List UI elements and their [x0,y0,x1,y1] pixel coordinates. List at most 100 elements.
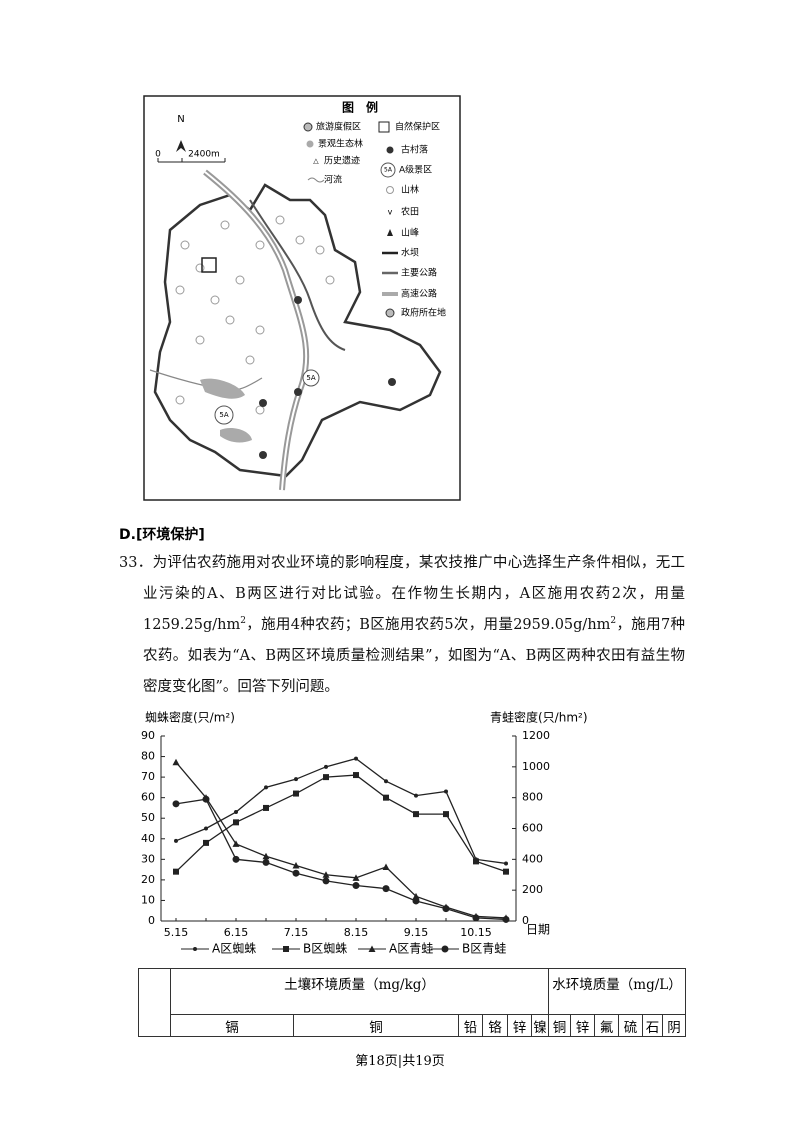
x-tick-label: 5.15 [164,926,189,939]
subheader-cell: 阴 [662,1014,686,1037]
y-tick-label: 40 [141,832,155,845]
legend-icon: v [388,208,393,217]
point [262,852,270,860]
point [323,774,329,781]
point [504,861,508,866]
scale-start: 0 [155,150,161,160]
legend-label: B区青蛙 [462,942,506,956]
point [322,877,330,885]
legend-label: 山峰 [401,228,419,239]
legend-label: 主要公路 [401,267,437,279]
x-axis-title: 日期 [526,923,550,937]
point [444,789,448,794]
point [441,945,449,953]
point [382,885,390,893]
subheader-cell: 石 [642,1014,663,1037]
point [174,838,178,843]
point [204,826,208,831]
point [383,794,389,801]
point [322,871,330,878]
y-tick-label: 80 [141,750,155,763]
header-cell: 水环境质量（mg/L） [548,968,686,1015]
y-tick-label: 0 [148,914,155,927]
legend-icon [385,308,395,318]
legend-label: 水坝 [401,247,419,259]
point [473,858,479,865]
point [234,810,238,815]
point [472,914,480,922]
y2-tick-label: 400 [522,852,543,865]
legend-label: 政府所在地 [401,307,446,319]
subheader-cell: 硫 [618,1014,643,1037]
x-tick-label: 8.15 [344,926,369,939]
point [503,868,509,875]
point [502,915,510,923]
x-tick-label: 9.15 [404,926,429,939]
subheader-cell: 镍 [531,1014,549,1037]
subheader-cell: 锌 [507,1014,532,1037]
y2-tick-label: 200 [522,883,543,896]
reserve-marker [201,257,217,273]
point [352,874,360,881]
y2-tick-label: 1200 [522,729,550,742]
legend-label: A区蜘蛛 [212,941,256,956]
map-outline [153,183,442,478]
point [293,790,299,797]
highway-center [204,171,308,491]
main-road [249,199,346,351]
legend-label: A级景区 [399,164,432,176]
x-tick-label: 6.15 [224,926,249,939]
scale-end: 2400m [188,150,220,160]
lake [220,428,252,443]
legend-icon [380,162,396,178]
superscript: 2 [610,616,617,627]
point [283,946,289,952]
point [262,858,270,866]
footer: 第18页|共19页 [355,1054,445,1069]
legend-title: 图 例 [342,100,378,115]
legend-icon [307,177,325,183]
point [203,839,209,846]
question-text: ，施用4种农药；B区施用农药5次，用量2959.05g/hm [245,617,611,633]
legend-label: 景观生态林 [318,138,363,150]
y-tick-label: 10 [141,893,155,906]
section-title: D.[环境保护] [119,527,205,543]
subheader-cell: 氟 [594,1014,619,1037]
subheader-cell: 铬 [482,1014,508,1037]
point [368,945,376,952]
question: 33．为评估农药施用对农业环境的影响程度，某农技推广中心选择生产条件相似，无工业… [119,548,685,703]
legend-label: A区青蛙 [389,942,433,956]
legend-icon [303,122,313,132]
legend-icon [386,186,394,194]
legend-icon [387,229,393,236]
north-arrow [176,140,186,152]
legend-label: 旅游度假区 [316,121,361,133]
point [172,758,180,766]
point [292,862,300,869]
chart: 蜘蛛密度(只/m²) 青蛙密度(只/hm²) 日期 0 10 20 30 40 50 60 7… [141,710,588,956]
point [264,785,268,790]
legend-label: 古村落 [401,144,428,156]
cell [138,968,171,1037]
forest [175,215,335,415]
point [232,840,240,847]
point [382,863,390,871]
y2-axis-title: 青蛙密度(只/hm²) [490,710,588,725]
scenic-label: 5A [306,374,315,382]
legend-label: 历史遗迹 [324,155,360,167]
point [412,897,420,905]
point [354,756,358,761]
superscript: 2 [240,616,246,627]
point [442,905,450,913]
scenic-marker [214,405,234,425]
point [292,869,300,877]
scale-bar [157,158,226,163]
point [172,800,180,808]
point [233,819,239,826]
question-text: ，施用7种农药。如表为“A、B两区环境质量检测结果”，如图为“A、B两区两种农田… [143,617,685,695]
point [173,868,179,875]
legend-label: B区蜘蛛 [303,941,347,956]
y2-tick-label: 600 [522,822,543,835]
